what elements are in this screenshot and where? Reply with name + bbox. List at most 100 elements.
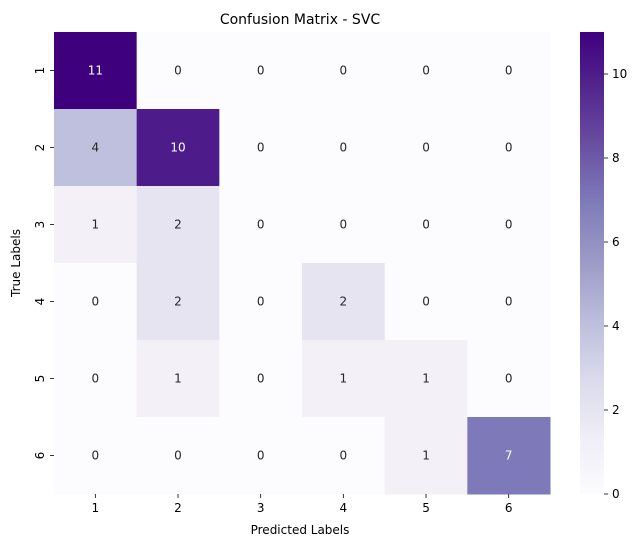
cell-value: 2 [174,218,182,232]
heatmap-cell [54,340,138,418]
cell-value: 0 [422,141,430,155]
colorbar-tick-label: 0 [612,487,620,501]
heatmap-cell [302,32,386,110]
heatmap-cells [54,32,551,495]
heatmap-cell [136,109,220,187]
cell-value: 0 [92,449,100,463]
cell-value: 1 [92,218,100,232]
heatmap-cell [136,417,220,495]
cell-value: 0 [422,218,430,232]
x-tick-label: 5 [422,501,430,515]
heatmap-cell [54,32,138,110]
heatmap-cell [384,263,468,341]
x-axis-label: Predicted Labels [251,523,350,537]
cell-value: 0 [422,64,430,78]
cell-value: 0 [174,64,182,78]
cell-value: 0 [340,64,348,78]
cell-value: 1 [422,372,430,386]
heatmap-cell [384,340,468,418]
heatmap-cell [136,340,220,418]
x-tick-label: 1 [92,501,100,515]
chart-title: Confusion Matrix - SVC [220,12,381,28]
cell-value: 4 [92,141,100,155]
cell-value: 0 [422,295,430,309]
cell-value: 0 [257,449,265,463]
cell-value: 10 [170,141,185,155]
cell-value: 1 [174,372,182,386]
cell-value: 0 [257,372,265,386]
colorbar-tick-label: 6 [612,235,620,249]
cell-value: 0 [505,218,513,232]
cell-value: 0 [257,141,265,155]
heatmap-cell [54,417,138,495]
heatmap-cell [467,263,551,341]
cell-value: 0 [257,295,265,309]
x-tick-label: 6 [505,501,513,515]
heatmap-cell [467,340,551,418]
heatmap-cell [302,109,386,187]
cell-value: 0 [505,295,513,309]
x-axis-ticks: 1 2 3 4 5 6 [92,494,513,515]
heatmap-cell [54,109,138,187]
heatmap-cell [219,340,303,418]
y-tick-label: 5 [33,375,47,383]
heatmap-cell [219,109,303,187]
cell-value: 0 [505,141,513,155]
cell-value: 7 [505,449,513,463]
cell-value: 11 [88,64,103,78]
heatmap-cell [219,186,303,264]
cell-value: 0 [174,449,182,463]
heatmap-cell [384,417,468,495]
cell-value: 0 [257,218,265,232]
y-tick-label: 2 [33,144,47,152]
colorbar-tick-label: 10 [612,67,627,81]
colorbar-ticks: 0 2 4 6 8 10 [604,67,627,501]
heatmap-cell [54,263,138,341]
colorbar-tick-label: 4 [612,319,620,333]
cell-value: 0 [257,64,265,78]
y-tick-label: 6 [33,452,47,460]
cell-value: 0 [505,372,513,386]
cell-value: 2 [174,295,182,309]
heatmap-cell [384,32,468,110]
heatmap-cell [302,417,386,495]
y-axis-ticks: 1 2 3 4 5 6 [33,67,54,460]
cell-value: 0 [340,141,348,155]
heatmap-cell [54,186,138,264]
heatmap-cell [384,186,468,264]
heatmap-cell [467,417,551,495]
cell-annotations: 11 0 0 0 0 04 10 0 0 0 01 2 0 0 0 00 2 0 2 0 00 1 0 1 1 00 0 0 0 1 7 [88,64,513,463]
x-tick-label: 3 [257,501,265,515]
colorbar-tick-label: 2 [612,403,620,417]
y-axis-label: True Labels [9,229,23,298]
y-tick-label: 3 [33,221,47,229]
heatmap-cell [136,263,220,341]
cell-value: 1 [422,449,430,463]
colorbar [580,32,604,494]
heatmap-cell [467,186,551,264]
heatmap-cell [467,109,551,187]
heatmap-cell [302,340,386,418]
heatmap-cell [302,263,386,341]
heatmap-cell [136,32,220,110]
cell-value: 0 [92,295,100,309]
heatmap-cell [302,186,386,264]
cell-value: 0 [340,218,348,232]
heatmap-cell [136,186,220,264]
cell-value: 0 [505,64,513,78]
heatmap-cell [384,109,468,187]
cell-value: 0 [340,449,348,463]
y-tick-label: 4 [33,298,47,306]
heatmap-cell [467,32,551,110]
x-tick-label: 4 [340,501,348,515]
heatmap-cell [219,417,303,495]
colorbar-tick-label: 8 [612,151,620,165]
x-tick-label: 2 [174,501,182,515]
heatmap-cell [219,263,303,341]
cell-value: 0 [92,372,100,386]
y-tick-label: 1 [33,67,47,75]
heatmap-cell [219,32,303,110]
cell-value: 2 [340,295,348,309]
